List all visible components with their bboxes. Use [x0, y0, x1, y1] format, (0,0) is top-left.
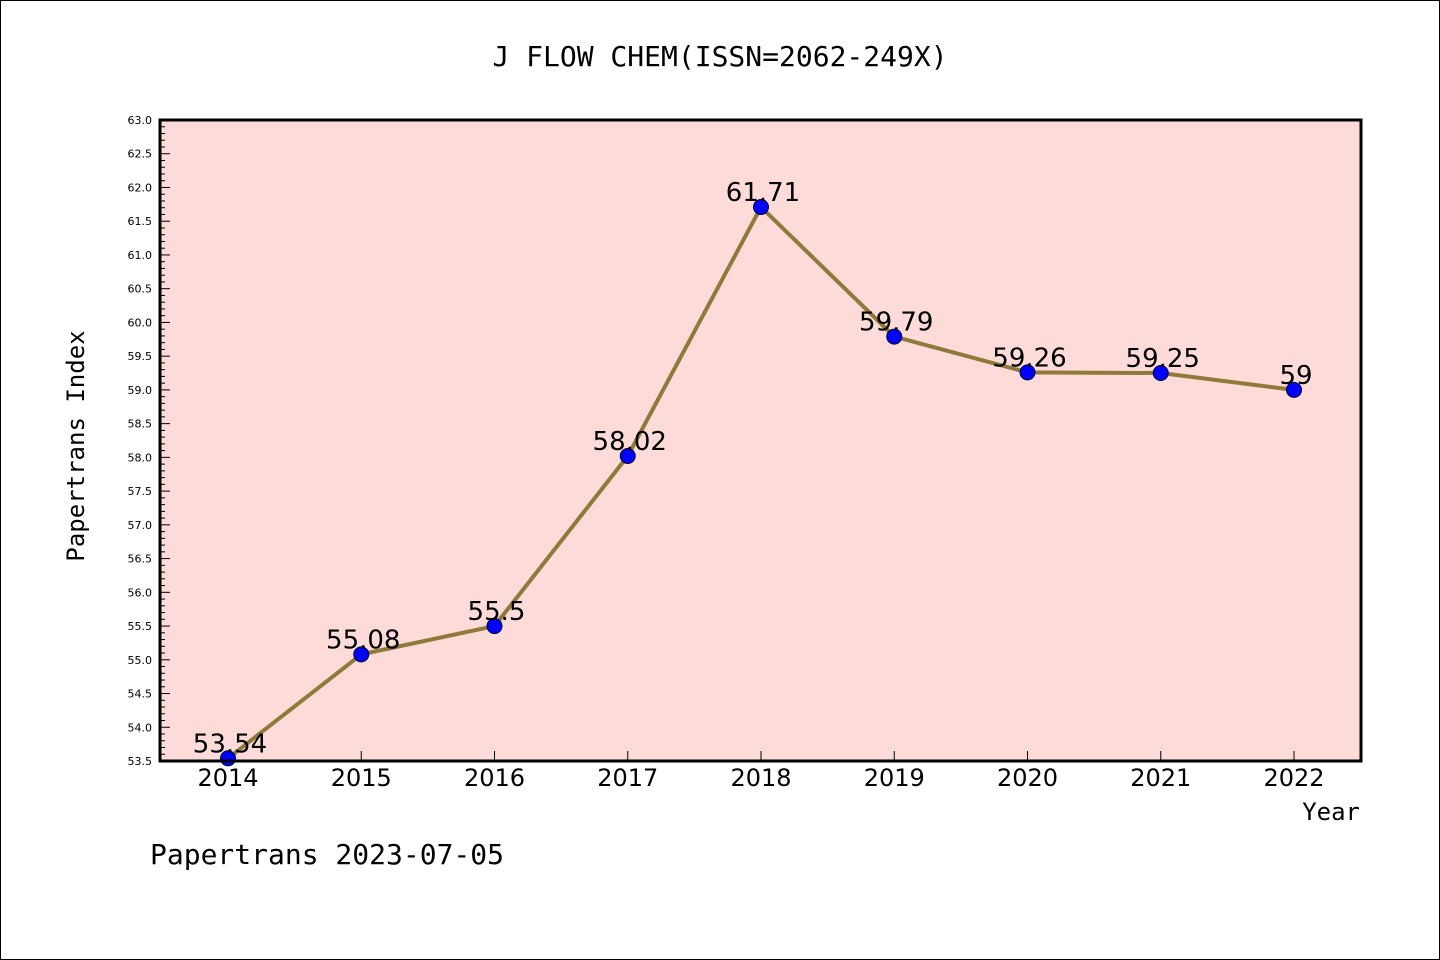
data-label: 55.5: [468, 597, 526, 627]
data-markers: [220, 199, 1302, 767]
x-tick-label: 2017: [597, 764, 658, 792]
y-tick-label: 62.5: [128, 148, 153, 161]
data-point-marker: [753, 199, 769, 216]
y-axis-title: Papertrans Index: [62, 330, 90, 561]
data-point-marker: [886, 328, 903, 345]
y-tick-label: 60.0: [128, 316, 153, 329]
y-tick-label: 61.5: [128, 215, 153, 228]
x-tick-label: 2019: [864, 764, 925, 792]
data-point-marker: [1019, 364, 1036, 381]
data-label: 59.26: [992, 343, 1066, 373]
data-point-marker: [1152, 365, 1169, 382]
data-labels: 53.54 55.08 55.5 58.02 61.71 59.79 59.26 59.25 5…: [193, 178, 1313, 759]
y-axis-ticks: 53.5 54.0 54.5 55.0 55.5 56.0 56.5 57.0 57.5 58.0…: [128, 114, 170, 768]
y-tick-label: 60.5: [128, 283, 153, 296]
chart-title: J FLOW CHEM(ISSN=2062-249X): [492, 40, 947, 73]
x-axis-ticks: 2014 2015 2016 2017 2018 2019 2020 2021 2022: [197, 751, 1325, 792]
y-tick-label: 58.5: [128, 418, 153, 431]
y-tick-label: 57.0: [128, 519, 153, 532]
y-tick-label: 58.0: [128, 451, 153, 464]
footer-text: Papertrans 2023-07-05: [150, 838, 504, 871]
data-label: 59.79: [859, 308, 933, 338]
x-tick-label: 2018: [730, 764, 791, 792]
data-label: 61.71: [726, 178, 800, 208]
y-tick-label: 53.5: [128, 755, 153, 768]
data-point-marker: [1286, 381, 1302, 398]
y-tick-label: 54.5: [128, 688, 153, 701]
y-tick-label: 56.5: [128, 553, 153, 566]
data-label: 58.02: [593, 427, 667, 457]
x-tick-label: 2015: [331, 764, 392, 792]
y-tick-label: 57.5: [128, 485, 153, 498]
data-point-marker: [619, 448, 636, 465]
y-tick-label: 61.0: [128, 249, 153, 262]
y-tick-label: 59.0: [128, 384, 153, 397]
data-label: 59: [1279, 361, 1312, 391]
y-tick-label: 63.0: [128, 114, 153, 127]
y-tick-label: 62.0: [128, 181, 153, 194]
x-tick-label: 2022: [1263, 764, 1324, 792]
y-tick-label: 55.5: [128, 620, 153, 633]
plot-border: [158, 118, 1363, 763]
data-point-marker: [353, 646, 370, 663]
x-tick-label: 2021: [1130, 764, 1191, 792]
data-point-marker: [486, 618, 503, 635]
x-tick-label: 2020: [997, 764, 1058, 792]
plot-area: [160, 120, 1361, 761]
x-axis-title: Year: [1302, 798, 1360, 826]
data-label: 55.08: [326, 625, 400, 655]
y-tick-label: 54.0: [128, 721, 153, 734]
data-label: 53.54: [193, 729, 267, 759]
y-tick-label: 55.0: [128, 654, 153, 667]
y-tick-label: 59.5: [128, 350, 153, 363]
x-tick-label: 2016: [464, 764, 525, 792]
data-label: 59.25: [1126, 344, 1200, 374]
x-tick-label: 2014: [197, 764, 258, 792]
y-tick-label: 56.0: [128, 586, 153, 599]
